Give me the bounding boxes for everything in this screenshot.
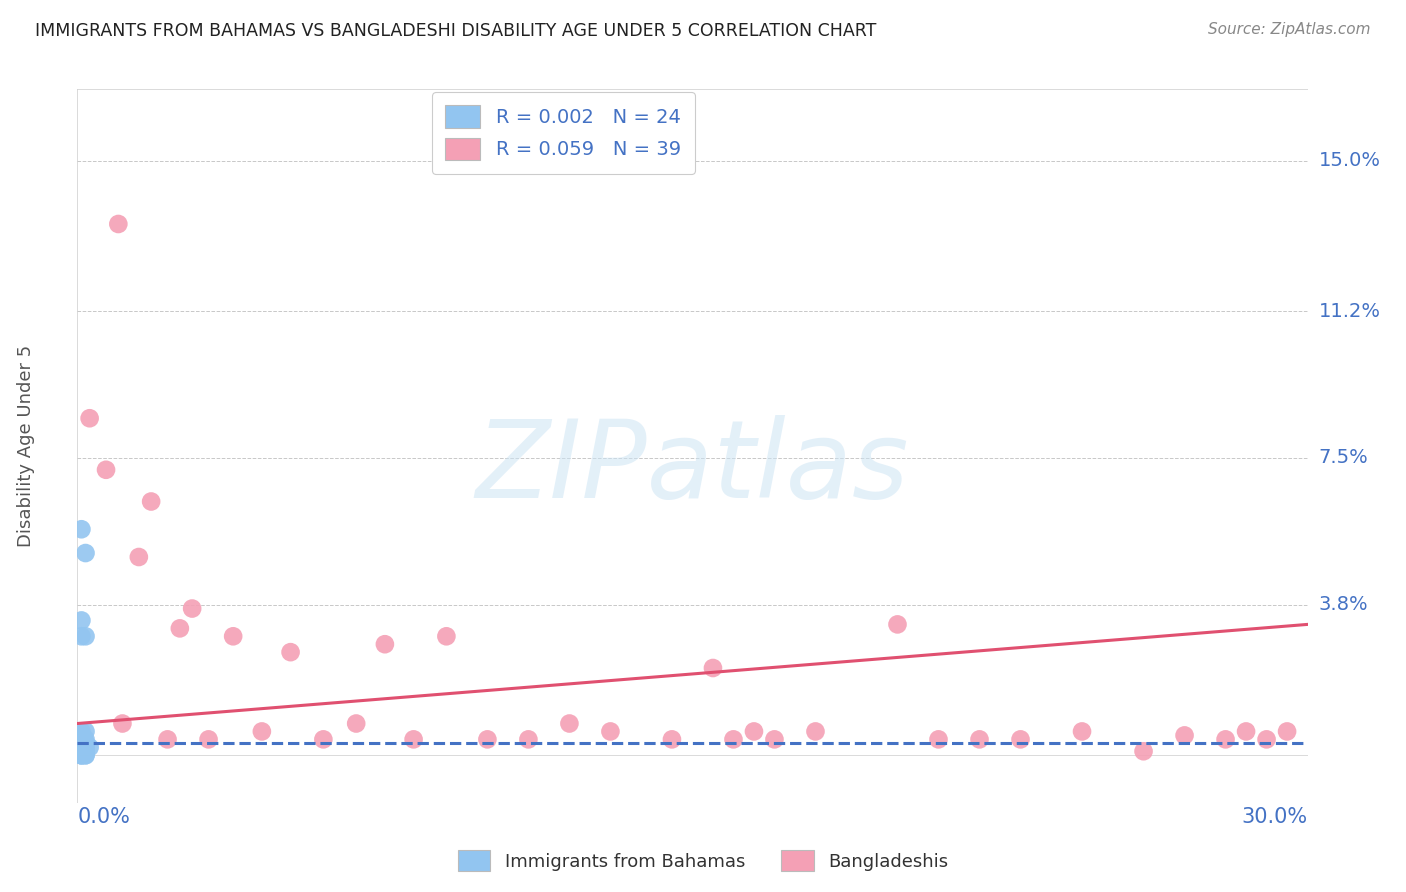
Text: Disability Age Under 5: Disability Age Under 5 bbox=[17, 345, 35, 547]
Point bbox=[402, 732, 425, 747]
Point bbox=[886, 617, 908, 632]
Point bbox=[436, 629, 458, 643]
Point bbox=[70, 614, 93, 628]
Point bbox=[75, 546, 97, 560]
Point bbox=[1010, 732, 1032, 747]
Point bbox=[107, 217, 129, 231]
Text: Source: ZipAtlas.com: Source: ZipAtlas.com bbox=[1208, 22, 1371, 37]
Point bbox=[70, 744, 93, 758]
Point bbox=[197, 732, 219, 747]
Point bbox=[1215, 732, 1237, 747]
Point bbox=[517, 732, 540, 747]
Point bbox=[661, 732, 683, 747]
Legend: Immigrants from Bahamas, Bangladeshis: Immigrants from Bahamas, Bangladeshis bbox=[450, 843, 956, 879]
Point bbox=[344, 716, 367, 731]
Point bbox=[70, 728, 93, 742]
Point bbox=[599, 724, 621, 739]
Point bbox=[723, 732, 745, 747]
Point bbox=[1132, 744, 1154, 758]
Point bbox=[181, 601, 204, 615]
Point bbox=[128, 549, 150, 564]
Point bbox=[969, 732, 991, 747]
Point bbox=[702, 661, 724, 675]
Point bbox=[75, 744, 97, 758]
Text: ZIPatlas: ZIPatlas bbox=[475, 415, 910, 520]
Point bbox=[75, 744, 97, 758]
Point bbox=[75, 740, 97, 755]
Point bbox=[558, 716, 581, 731]
Point bbox=[742, 724, 765, 739]
Point bbox=[75, 736, 97, 750]
Point bbox=[1234, 724, 1257, 739]
Point bbox=[1256, 732, 1278, 747]
Point bbox=[75, 736, 97, 750]
Point bbox=[477, 732, 499, 747]
Point bbox=[79, 411, 101, 425]
Point bbox=[70, 748, 93, 763]
Point bbox=[79, 740, 101, 755]
Point bbox=[70, 748, 93, 763]
Point bbox=[222, 629, 245, 643]
Point bbox=[75, 629, 97, 643]
Text: 15.0%: 15.0% bbox=[1319, 151, 1381, 170]
Point bbox=[1275, 724, 1298, 739]
Text: IMMIGRANTS FROM BAHAMAS VS BANGLADESHI DISABILITY AGE UNDER 5 CORRELATION CHART: IMMIGRANTS FROM BAHAMAS VS BANGLADESHI D… bbox=[35, 22, 876, 40]
Point bbox=[70, 732, 93, 747]
Point bbox=[928, 732, 950, 747]
Point bbox=[70, 629, 93, 643]
Text: 0.0%: 0.0% bbox=[77, 806, 131, 827]
Point bbox=[169, 621, 191, 635]
Text: 7.5%: 7.5% bbox=[1319, 449, 1368, 467]
Point bbox=[804, 724, 827, 739]
Point bbox=[75, 724, 97, 739]
Point bbox=[94, 463, 117, 477]
Text: 30.0%: 30.0% bbox=[1241, 806, 1308, 827]
Point bbox=[1071, 724, 1094, 739]
Point bbox=[374, 637, 396, 651]
Point bbox=[156, 732, 179, 747]
Point bbox=[70, 748, 93, 763]
Text: 11.2%: 11.2% bbox=[1319, 301, 1381, 321]
Text: 3.8%: 3.8% bbox=[1319, 595, 1368, 614]
Point bbox=[75, 748, 97, 763]
Point bbox=[1174, 728, 1197, 742]
Point bbox=[763, 732, 786, 747]
Point bbox=[70, 724, 93, 739]
Point bbox=[75, 748, 97, 763]
Point bbox=[280, 645, 302, 659]
Legend: R = 0.002   N = 24, R = 0.059   N = 39: R = 0.002 N = 24, R = 0.059 N = 39 bbox=[432, 92, 695, 174]
Point bbox=[70, 522, 93, 536]
Point bbox=[70, 744, 93, 758]
Point bbox=[111, 716, 134, 731]
Point bbox=[250, 724, 273, 739]
Point bbox=[75, 732, 97, 747]
Point bbox=[70, 728, 93, 742]
Point bbox=[141, 494, 163, 508]
Point bbox=[312, 732, 335, 747]
